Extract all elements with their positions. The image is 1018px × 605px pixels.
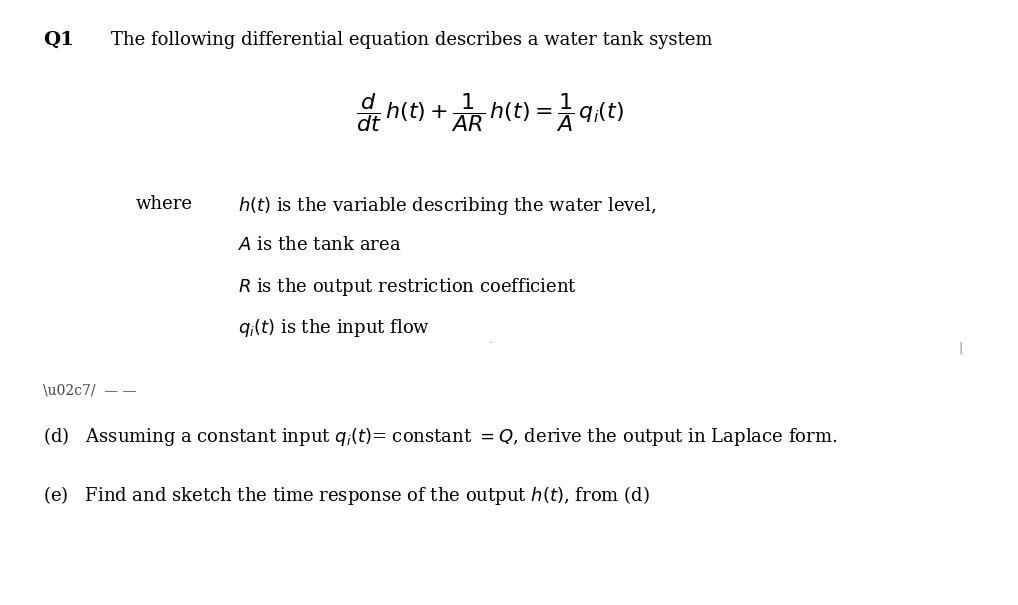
- Text: where: where: [135, 195, 192, 213]
- Text: $h(t)$ is the variable describing the water level,: $h(t)$ is the variable describing the wa…: [237, 195, 656, 217]
- Text: (e)   Find and sketch the time response of the output $h(t)$, from (d): (e) Find and sketch the time response of…: [43, 485, 649, 508]
- Text: |: |: [958, 341, 962, 355]
- Text: Q1: Q1: [43, 31, 74, 49]
- Text: $A$ is the tank area: $A$ is the tank area: [237, 236, 401, 253]
- Text: $q_i(t)$ is the input flow: $q_i(t)$ is the input flow: [237, 317, 430, 339]
- Text: .: .: [489, 335, 493, 345]
- Text: $R$ is the output restriction coefficient: $R$ is the output restriction coefficien…: [237, 276, 576, 298]
- Text: (d)   Assuming a constant input $q_i(t)$= constant $= Q$, derive the output in L: (d) Assuming a constant input $q_i(t)$= …: [43, 425, 838, 448]
- Text: $\dfrac{d}{dt}\,h(t)+\dfrac{1}{AR}\,h(t)=\dfrac{1}{A}\,q_i(t)$: $\dfrac{d}{dt}\,h(t)+\dfrac{1}{AR}\,h(t)…: [356, 91, 624, 134]
- Text: \u02c7/  — —: \u02c7/ — —: [43, 383, 136, 397]
- Text: The following differential equation describes a water tank system: The following differential equation desc…: [111, 31, 713, 49]
